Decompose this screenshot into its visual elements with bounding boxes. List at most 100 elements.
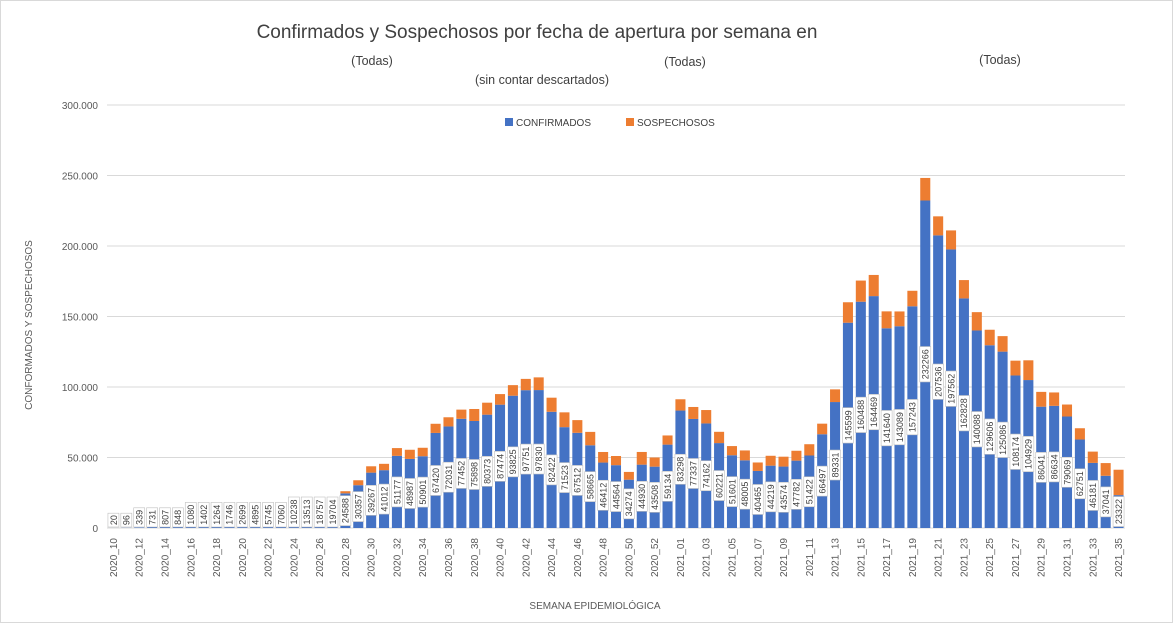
bar-sospechosos [494, 394, 506, 405]
data-label-text: 4895 [250, 505, 260, 525]
data-label: 20 [107, 512, 120, 528]
data-label-box [958, 395, 970, 432]
data-label-text: 75898 [470, 462, 480, 487]
data-label: 23322 [1112, 496, 1125, 527]
data-label-text: 93825 [508, 449, 518, 474]
legend-swatch-sospechosos [626, 118, 634, 126]
bar-sospechosos [752, 462, 763, 471]
data-label-box [184, 502, 197, 528]
bar-sospechosos [443, 417, 454, 427]
data-label-text: 83298 [676, 457, 686, 482]
data-label: 19704 [326, 496, 339, 528]
data-label-text: 19704 [328, 499, 338, 524]
y-tick-label: 300.000 [62, 101, 99, 112]
y-axis-ticks: 0 50.000 100.000 150.000 200.000 250.000 300.0… [62, 101, 99, 535]
data-label-text: 125086 [998, 425, 1008, 455]
data-label-box [507, 446, 519, 478]
data-label: 80373 [481, 456, 493, 487]
bar-sospechosos [1049, 392, 1060, 406]
data-label-box [339, 495, 352, 526]
data-label-box [829, 449, 841, 481]
filter-label-1: (Todas) [351, 54, 393, 68]
x-tick-label: 2020_44 [547, 538, 558, 577]
data-label: 66497 [816, 465, 828, 497]
data-label: 157243 [906, 399, 919, 436]
data-label-box [1099, 486, 1112, 518]
x-tick-label: 2020_50 [624, 538, 635, 577]
data-label-text: 129606 [985, 422, 995, 452]
bar-sospechosos [1010, 360, 1021, 376]
data-label-box [648, 482, 661, 513]
data-label-text: 13513 [302, 499, 312, 524]
data-label-box [919, 346, 932, 383]
data-label: 44564 [610, 481, 622, 512]
bar-sospechosos [881, 311, 892, 329]
x-tick-label: 2020_34 [418, 538, 429, 577]
y-tick-label: 250.000 [62, 172, 99, 183]
data-label: 43508 [648, 482, 661, 513]
bar-sospechosos [778, 456, 789, 467]
data-label-box [365, 485, 377, 516]
data-label: 129606 [983, 418, 996, 455]
data-label-box [661, 471, 674, 502]
x-tick-label: 2020_36 [444, 538, 455, 577]
x-tick-label: 2020_16 [186, 538, 197, 577]
data-labels: 20 96 339 731 807 848 1080 1402 1264 1746 2699 4895… [107, 346, 1125, 528]
data-label-box [249, 502, 261, 528]
data-label-box [404, 478, 416, 509]
data-label-text: 160488 [856, 400, 866, 430]
y-tick-label: 0 [92, 524, 98, 535]
data-label-box [571, 465, 584, 496]
data-label: 71523 [558, 462, 571, 493]
x-tick-label: 2020_28 [341, 538, 352, 577]
legend-swatch-confirmados [505, 118, 513, 126]
data-label: 197562 [945, 370, 957, 407]
bar-sospechosos [688, 406, 699, 419]
data-label-box [275, 502, 287, 528]
data-label-box [906, 399, 919, 436]
data-label-box [1035, 452, 1048, 483]
data-label: 30357 [352, 491, 365, 522]
data-label: 51601 [726, 476, 738, 507]
data-label-text: 10238 [289, 499, 299, 524]
data-label-text: 232266 [921, 349, 931, 379]
data-label-text: 1080 [186, 505, 196, 525]
data-label-box [932, 363, 944, 400]
data-label-box [519, 443, 532, 475]
data-label-box [172, 507, 184, 528]
data-label-box [468, 459, 481, 490]
data-label-text: 74162 [702, 463, 712, 488]
data-label-text: 40465 [753, 487, 763, 512]
data-label-text: 46181 [1088, 483, 1098, 508]
data-label: 77452 [455, 458, 468, 489]
data-label: 58665 [584, 471, 597, 502]
data-label: 1264 [210, 502, 223, 528]
x-tick-label: 2021_33 [1088, 538, 1099, 577]
x-tick-label: 2020_20 [238, 538, 249, 577]
data-label-text: 51601 [727, 479, 737, 504]
data-label-box [855, 396, 867, 433]
x-tick-label: 2021_09 [779, 538, 790, 577]
data-label-text: 34274 [624, 491, 634, 516]
data-label: 108174 [1009, 433, 1022, 470]
bar-sospechosos [1061, 404, 1073, 417]
data-label-text: 77452 [457, 461, 467, 486]
filter-label-2: (Todas) [664, 55, 706, 69]
data-label-box [545, 454, 558, 486]
x-tick-label: 2021_07 [753, 538, 764, 577]
data-label-text: 51177 [392, 480, 402, 504]
data-label-box [494, 451, 506, 482]
bar-sospechosos [623, 471, 634, 480]
data-label-box [133, 507, 146, 528]
bar-sospechosos [636, 451, 647, 465]
data-label-box [481, 456, 493, 487]
data-label: 44219 [764, 481, 777, 513]
legend: CONFIRMADOS SOSPECHOSOS [505, 118, 715, 129]
data-label-box [880, 410, 893, 447]
data-label-box [313, 496, 326, 528]
data-label: 47782 [790, 479, 803, 510]
data-label-text: 89331 [830, 453, 840, 478]
bar-sospechosos [417, 447, 428, 457]
y-tick-label: 100.000 [62, 383, 99, 394]
bar-sospechosos [765, 455, 776, 466]
